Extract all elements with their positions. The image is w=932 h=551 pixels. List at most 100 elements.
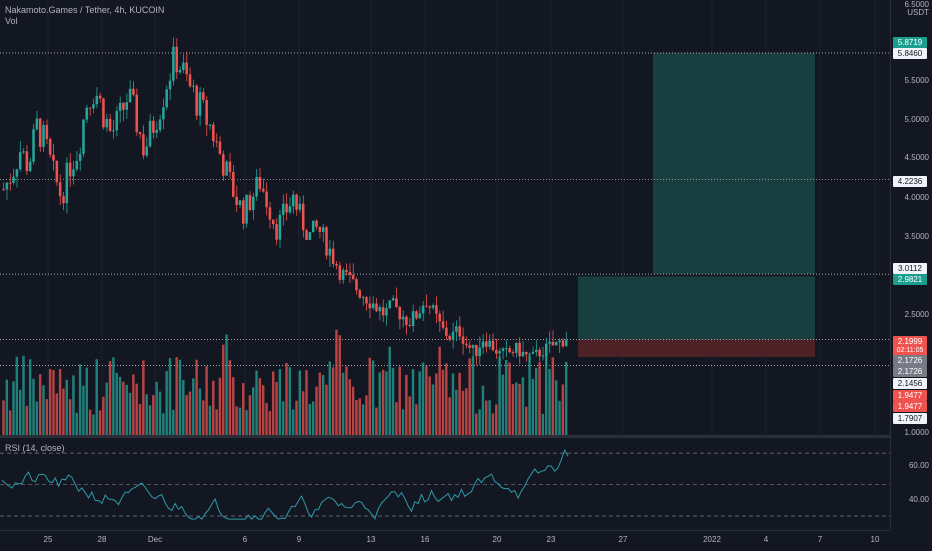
candle <box>311 220 315 233</box>
candle <box>558 340 561 342</box>
candle <box>212 124 215 142</box>
volume-bar <box>438 346 441 435</box>
candle <box>42 125 45 147</box>
candle <box>295 194 298 210</box>
volume-bar <box>408 396 411 435</box>
volume-bar <box>431 384 435 435</box>
candle <box>325 227 328 256</box>
volume-bar <box>152 395 155 435</box>
candle <box>155 130 158 133</box>
volume-bar <box>291 409 295 435</box>
candle <box>252 196 255 211</box>
candle <box>511 352 515 354</box>
candle <box>118 102 122 111</box>
volume-bar <box>75 412 78 435</box>
candle <box>285 203 288 213</box>
time-tick: 16 <box>420 535 430 544</box>
volume-bar <box>225 334 228 435</box>
volume-bar <box>378 372 381 435</box>
volume-bar <box>331 367 335 435</box>
volume-bar <box>108 361 112 435</box>
candle <box>5 182 9 190</box>
volume-bar <box>544 350 548 435</box>
volume-bar <box>182 379 185 435</box>
volume-bar <box>165 371 168 435</box>
candle <box>501 348 505 352</box>
volume-bar <box>268 410 272 435</box>
candle <box>122 102 125 110</box>
volume-bar <box>551 357 555 435</box>
volume-bar <box>425 365 428 435</box>
price-tick: 4.5000 <box>904 153 929 162</box>
candle <box>331 248 335 264</box>
candle <box>421 305 425 314</box>
candle <box>348 272 352 275</box>
volume-bar <box>411 369 415 435</box>
volume-bar <box>32 378 35 435</box>
candle <box>238 200 242 206</box>
volume-bar <box>158 391 162 435</box>
candle <box>152 120 155 133</box>
candlestick-canvas[interactable] <box>0 0 890 435</box>
time-axis[interactable]: 25 28 Dec 6 9 13 16 20 23 27 2022 4 7 10 <box>0 530 890 551</box>
volume-bar <box>491 413 495 435</box>
candle <box>68 162 72 177</box>
candle <box>185 62 188 75</box>
volume-bar <box>521 377 525 435</box>
candle <box>288 206 292 213</box>
volume-bar <box>62 388 65 435</box>
rsi-line <box>1 448 569 520</box>
candle <box>441 321 445 328</box>
volume-bar <box>535 367 538 435</box>
candle <box>411 311 415 326</box>
volume-bar <box>28 359 32 435</box>
entry-tag: 2.1726 <box>893 366 927 377</box>
volume-bar <box>238 407 242 435</box>
volume-bar <box>232 377 235 435</box>
volume-bar <box>478 409 481 435</box>
volume-bar <box>358 398 361 435</box>
rsi-legend[interactable]: RSI (14, close) <box>5 443 65 453</box>
rsi-pane[interactable] <box>0 438 890 530</box>
volume-label[interactable]: Vol <box>5 16 18 26</box>
volume-bar <box>498 356 501 435</box>
candle <box>148 120 152 147</box>
volume-bar <box>448 397 451 435</box>
volume-bar <box>281 401 285 435</box>
candle <box>375 303 378 312</box>
candle <box>318 226 322 232</box>
volume-bar <box>25 405 29 435</box>
candle <box>215 141 218 143</box>
volume-bar <box>525 406 528 435</box>
candle <box>225 161 228 176</box>
candle <box>438 313 441 322</box>
volume-bar <box>105 382 108 435</box>
time-tick: 27 <box>618 535 628 544</box>
candle <box>398 307 402 320</box>
candle <box>505 348 508 350</box>
candle <box>112 130 115 132</box>
candle <box>271 219 275 225</box>
symbol-title[interactable]: Nakamoto.Games / Tether, 4h, KUCOIN <box>5 5 165 15</box>
price-chart[interactable]: Nakamoto.Games / Tether, 4h, KUCOIN Vol <box>0 0 890 435</box>
volume-bar <box>88 409 92 435</box>
candle <box>48 138 52 155</box>
candle <box>25 151 29 172</box>
rsi-canvas[interactable] <box>0 438 890 530</box>
currency-label: USDT <box>907 8 929 17</box>
candle <box>2 189 5 191</box>
stop-tag: 1.9477 <box>893 390 927 401</box>
candle <box>495 350 498 354</box>
level-tag: 3.0112 <box>893 263 927 274</box>
candle <box>278 214 282 240</box>
candle <box>35 118 39 130</box>
volume-bar <box>102 396 105 435</box>
volume-bar <box>351 386 355 435</box>
candle <box>341 269 345 280</box>
candle <box>28 161 32 172</box>
candle <box>105 118 109 128</box>
pane-divider[interactable] <box>0 435 932 438</box>
time-tick: 10 <box>870 535 880 544</box>
stop-tag: 1.9477 <box>893 401 927 412</box>
rsi-tick: 40.00 <box>908 495 929 504</box>
